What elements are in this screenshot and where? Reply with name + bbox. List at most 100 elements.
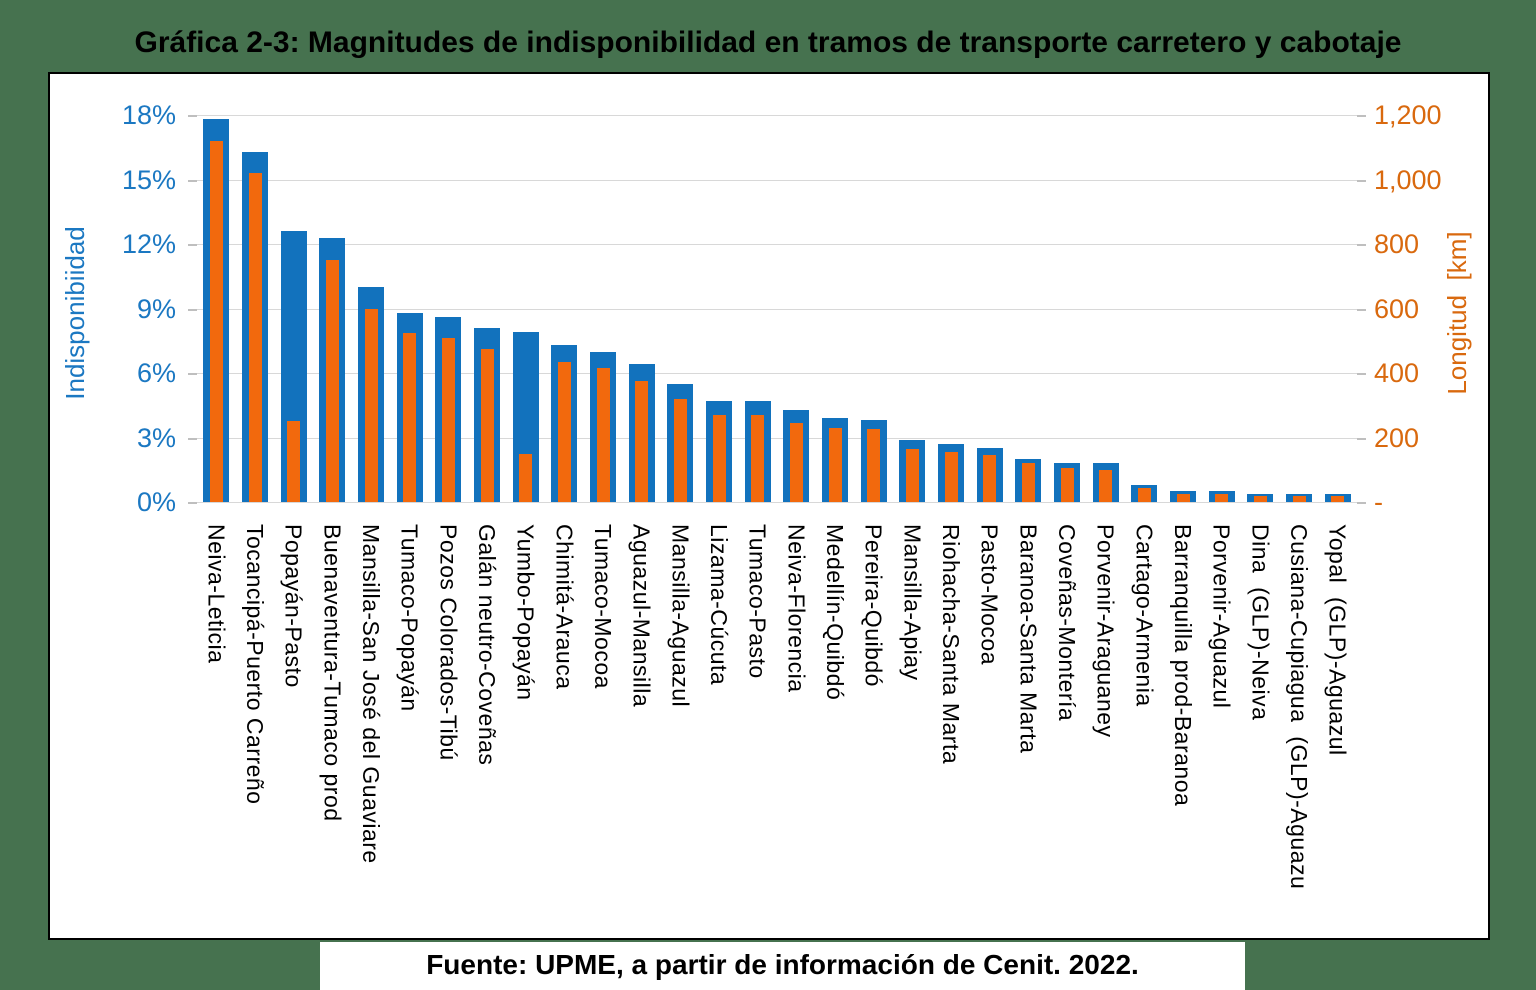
left-axis-tick-label: 0% [136,487,176,517]
x-axis-category-label: Pereira-Quibdó [860,524,887,687]
right-axis-tick-label: 1,200 [1374,100,1442,130]
x-axis-category-label: Tumaco-Popayán [396,524,423,712]
bar-longitud [751,414,765,502]
x-axis-category-label: Porvenir-Araguaney [1092,524,1119,738]
right-axis-tick [1357,502,1366,504]
x-axis-category-label: Mansilla-Apiay [899,524,926,681]
x-axis-category-label: Porvenir-Aguazul [1208,524,1235,709]
left-axis-tick-label: 18% [121,100,176,130]
bar-longitud [1215,493,1229,502]
bar-longitud [557,361,571,502]
left-axis-tick-label: 9% [136,293,176,324]
x-axis-category-label: Cartago-Armenia [1131,524,1158,707]
bar-longitud [1292,496,1306,502]
left-axis-tick [188,437,197,440]
x-axis-category-label: Galán neutro-Coveñas [474,524,500,766]
source-text: Fuente: UPME, a partir de información de… [426,949,1139,980]
right-axis-tick-label: 800 [1374,229,1420,259]
right-axis-tick [1357,115,1366,117]
bar-longitud [635,381,649,502]
x-axis-category-label: Yopal (GLP)-Aguazul [1324,524,1351,756]
x-axis-category-label: Chimitá-Arauca [551,524,578,690]
x-axis-category-label: Tocancipá-Puerto Carreño [242,524,268,805]
bar-longitud [287,421,301,502]
bar-longitud [480,348,494,502]
right-axis-tick-label: 600 [1374,293,1420,324]
x-axis-category-label: Medellín-Quibdó [822,524,848,701]
x-axis-category-label: Yumbo-Popayán [512,524,539,701]
left-axis-title: Indisponibiidad [60,226,90,400]
bar-longitud [441,337,455,502]
left-axis-tick-label: 3% [136,422,176,453]
x-axis-category-label: Tumaco-Mocoa [590,524,616,689]
right-axis-tick [1357,437,1366,440]
x-axis-category-label: Aguazul-Mansilla [628,524,655,708]
right-axis-tick [1357,373,1366,375]
bar-longitud [519,453,533,502]
bar-longitud [712,414,726,502]
x-axis-category-label: Mansilla-San José del Guaviare [358,524,384,864]
left-axis-tick [188,373,197,375]
left-axis-tick-label: 12% [121,229,176,259]
x-axis-category-label: Dina (GLP)-Neiva [1247,524,1274,721]
bar-longitud [1021,463,1035,502]
left-axis-tick [188,244,197,246]
gridline [197,115,1357,116]
bar-longitud [905,448,919,502]
x-axis-category-label: Riohacha-Santa Marta [938,524,964,765]
left-axis-tick [188,308,197,311]
gridline [197,179,1357,181]
bar-longitud [1137,487,1151,502]
bar-longitud [209,140,223,502]
gridline [197,308,1357,310]
x-axis-category-label: Mansilla-Aguazul [667,524,694,708]
right-axis-tick [1357,179,1366,182]
plot-area: 18% 1,200 15% 1,000 12% 800 9% 600 6% 400 3% 200 0% -… [50,74,1488,938]
right-axis-tick-label: 400 [1374,358,1420,388]
bar-longitud [1099,469,1113,502]
x-axis-category-label: Pozos Colorados-Tibú [435,524,462,761]
bar-longitud [364,308,378,502]
x-axis-category-label: Popayán-Pasto [280,524,307,688]
gridline [197,437,1357,439]
gridline [197,244,1357,245]
gridline [197,502,1357,503]
x-axis-category-label: Neiva-Leticia [203,524,230,664]
bar-longitud [248,173,262,502]
x-axis-category-label: Baranoa-Santa Marta [1015,524,1042,754]
bar-longitud [867,429,881,502]
x-axis-category-label: Pasto-Mocoa [976,524,1003,666]
x-axis-category-label: Coveñas-Montería [1054,524,1080,722]
bar-longitud [1176,493,1190,502]
x-axis-category-label: Buenaventura-Tumaco prod [319,524,346,822]
right-axis-tick [1357,308,1366,311]
right-axis-tick-label: - [1374,487,1383,517]
x-axis-category-label: Lizama-Cúcuta [706,524,732,686]
bar-longitud [1253,496,1267,502]
bar-longitud [596,368,610,502]
x-axis-category-label: Tumaco-Pasto [744,524,771,679]
bar-longitud [789,423,803,502]
x-axis-category-label: Cusiana-Cupiagua (GLP)-Aguazu [1286,524,1312,890]
left-axis-tick-label: 15% [121,164,176,195]
right-axis-tick [1357,244,1366,246]
bar-longitud [1060,468,1074,502]
x-axis-category-label: Barranquilla prod-Baranoa [1170,524,1196,807]
chart-title: Gráfica 2-3: Magnitudes de indisponibili… [134,26,1402,59]
right-axis-title: Longitud [km] [1442,231,1472,395]
x-axis-category-label: Neiva-Florencia [783,524,810,693]
chart-area: 18% 1,200 15% 1,000 12% 800 9% 600 6% 400 3% 200 0% -… [48,72,1490,940]
left-axis-tick [188,115,197,117]
bar-longitud [673,398,687,502]
bar-longitud [828,427,842,502]
right-axis-tick-label: 1,000 [1374,164,1442,195]
gridline [197,373,1357,374]
left-axis-tick-label: 6% [136,358,176,388]
source-strip: Fuente: UPME, a partir de información de… [320,942,1245,990]
bar-longitud [325,260,339,502]
left-axis-tick [188,502,197,504]
bar-longitud [403,332,417,502]
right-axis-tick-label: 200 [1374,422,1420,453]
bar-longitud [944,452,958,502]
